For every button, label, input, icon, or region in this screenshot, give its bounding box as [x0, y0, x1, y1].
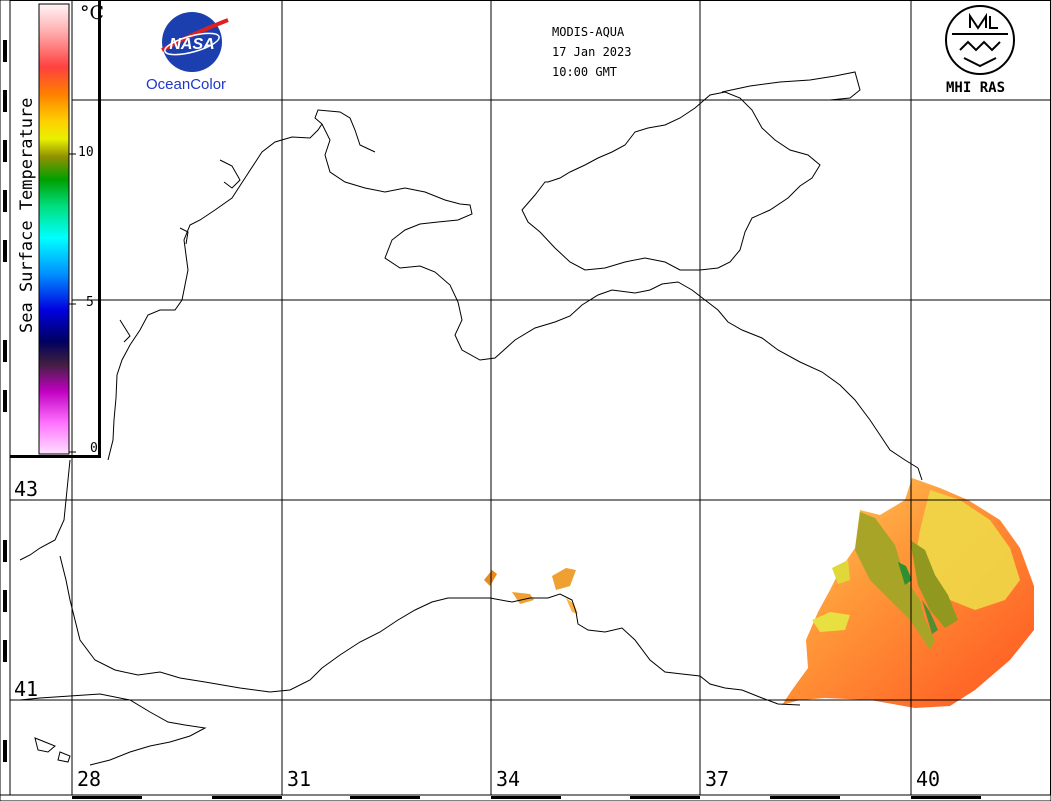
- longitude-label-28: 28: [77, 767, 102, 791]
- longitude-label-40: 40: [916, 767, 941, 791]
- colorbar-title: Sea Surface Temperature: [17, 97, 37, 333]
- mhi-ras-caption: MHI RAS: [946, 80, 1006, 96]
- bottom-ruler: [0, 794, 1051, 801]
- colorbar-unit: °C: [80, 2, 105, 24]
- latitude-label-41: 41: [14, 677, 39, 701]
- sst-data-layer: [484, 478, 1034, 708]
- longitude-label-34: 34: [496, 767, 521, 791]
- longitude-label-31: 31: [287, 767, 312, 791]
- sensor-label: MODIS-AQUA: [552, 25, 625, 39]
- nasa-logo: NASA: [161, 12, 229, 72]
- colorbar-tick-5: 5: [86, 295, 94, 310]
- coastline: [19, 71, 923, 766]
- colorbar-tick-10: 10: [78, 145, 94, 160]
- oceancolor-caption: OceanColor: [146, 76, 227, 93]
- mhi-logo: [945, 5, 1015, 75]
- left-ruler: [0, 0, 11, 796]
- latitude-label-43: 43: [14, 477, 39, 501]
- date-label: 17 Jan 2023: [552, 45, 632, 59]
- nasa-wordmark: NASA: [169, 36, 214, 53]
- colorbar-tick-0: 0: [90, 441, 98, 456]
- colorbar: [10, 0, 101, 458]
- longitude-label-37: 37: [705, 767, 730, 791]
- time-label: 10:00 GMT: [552, 65, 618, 79]
